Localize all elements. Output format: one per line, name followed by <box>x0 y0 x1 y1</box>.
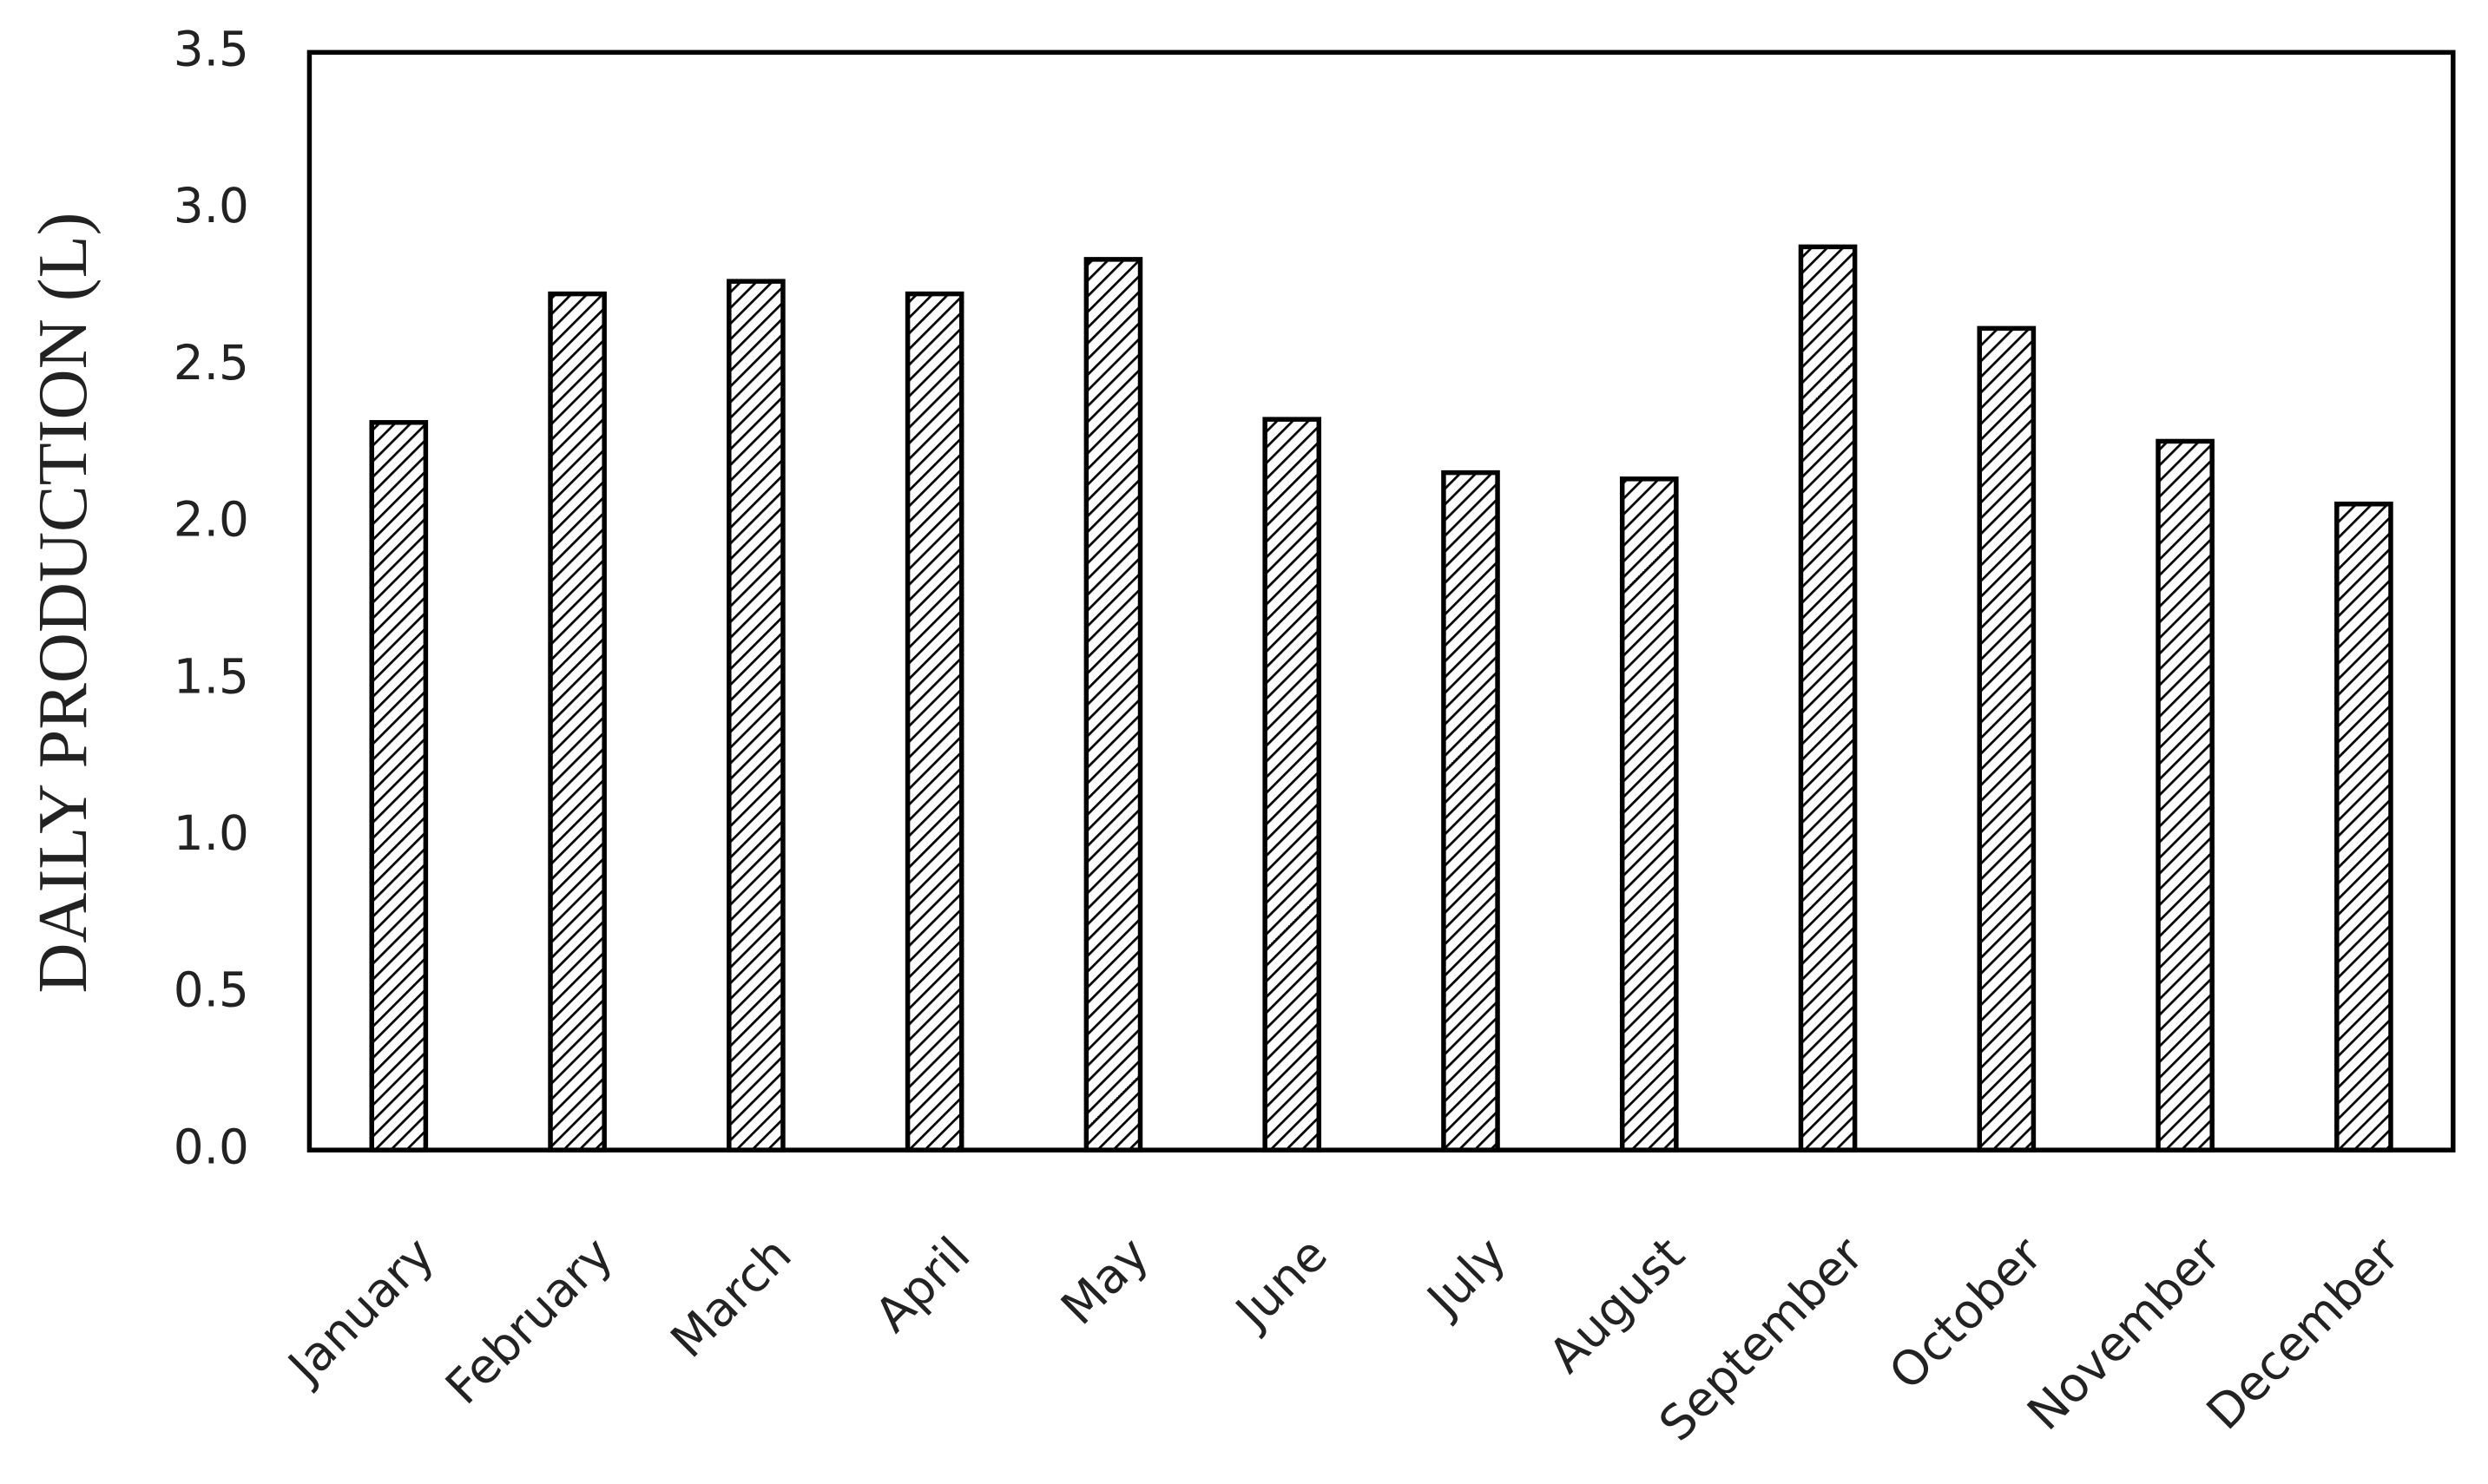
bar <box>905 291 964 1152</box>
x-tick-label: August <box>1538 1226 1695 1383</box>
bar <box>548 291 607 1152</box>
y-tick-label: 2.5 <box>174 335 249 391</box>
bar <box>369 420 429 1152</box>
x-tick-label: January <box>276 1226 444 1395</box>
bar <box>727 279 786 1152</box>
x-tick-label: December <box>2195 1226 2410 1441</box>
bar <box>1977 325 2037 1152</box>
bar <box>1798 244 1858 1152</box>
y-tick-label: 3.5 <box>174 22 249 77</box>
y-tick-label: 0.0 <box>174 1119 249 1174</box>
bar <box>1262 417 1322 1152</box>
bar <box>1441 469 1500 1152</box>
plot-frame <box>306 49 2456 1152</box>
bar <box>1083 257 1143 1152</box>
x-tick-label: November <box>2017 1226 2231 1441</box>
x-tick-label: March <box>660 1226 801 1368</box>
bar <box>1619 476 1679 1152</box>
y-tick-label: 0.5 <box>174 962 249 1018</box>
y-tick-label: 2.0 <box>174 492 249 548</box>
bar <box>2334 502 2393 1152</box>
x-tick-label: May <box>1050 1226 1159 1335</box>
x-tick-label: April <box>865 1226 981 1343</box>
y-tick-label: 1.5 <box>174 648 249 704</box>
y-axis-label: DAILY PRODUCTION (L) <box>24 213 102 994</box>
x-tick-label: October <box>1879 1226 2053 1401</box>
x-tick-label: July <box>1415 1226 1517 1328</box>
bar <box>2156 438 2215 1152</box>
y-tick-label: 3.0 <box>174 178 249 233</box>
x-tick-label: February <box>435 1226 623 1415</box>
y-tick-label: 1.0 <box>174 805 249 861</box>
x-tick-label: June <box>1223 1226 1338 1341</box>
